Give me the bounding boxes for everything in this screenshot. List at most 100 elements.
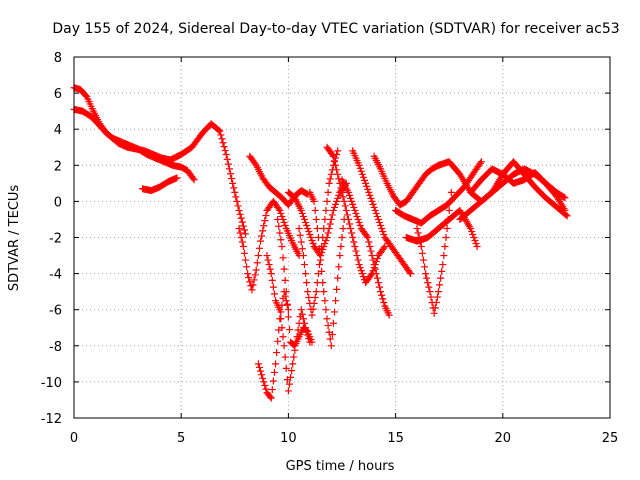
data-point bbox=[380, 230, 388, 238]
data-point bbox=[248, 286, 256, 294]
data-point bbox=[221, 147, 229, 155]
data-point bbox=[281, 292, 289, 300]
data-point bbox=[269, 283, 277, 291]
data-point bbox=[222, 150, 230, 158]
data-point bbox=[321, 297, 329, 305]
data-point bbox=[332, 200, 340, 208]
data-point bbox=[220, 143, 228, 151]
data-point bbox=[476, 159, 484, 167]
data-point bbox=[230, 184, 238, 192]
data-point bbox=[224, 160, 232, 168]
series-arc-4 bbox=[235, 197, 303, 294]
data-point bbox=[321, 215, 329, 223]
data-point bbox=[357, 167, 365, 175]
data-point bbox=[328, 211, 336, 219]
data-point bbox=[355, 261, 363, 269]
data-point bbox=[290, 353, 298, 361]
data-point bbox=[422, 270, 430, 278]
data-point bbox=[281, 353, 289, 361]
data-point bbox=[269, 377, 277, 385]
data-point bbox=[339, 193, 347, 201]
data-point bbox=[327, 215, 335, 223]
data-point bbox=[348, 197, 356, 205]
data-point bbox=[358, 170, 366, 178]
data-point bbox=[280, 218, 288, 226]
series-arc-8 bbox=[274, 215, 316, 350]
data-point bbox=[406, 268, 414, 276]
data-point bbox=[315, 245, 323, 253]
data-point bbox=[275, 222, 283, 230]
data-point bbox=[419, 256, 427, 264]
data-point bbox=[233, 197, 241, 205]
data-point bbox=[385, 311, 393, 319]
data-point bbox=[470, 234, 478, 241]
data-point bbox=[371, 206, 379, 214]
data-point bbox=[190, 176, 198, 184]
y-tick-label: 6 bbox=[54, 87, 62, 102]
data-point bbox=[436, 281, 444, 289]
data-point bbox=[330, 308, 338, 316]
data-point bbox=[445, 206, 453, 214]
data-point bbox=[324, 188, 332, 196]
y-tick-label: 8 bbox=[54, 51, 62, 66]
data-point bbox=[335, 191, 343, 199]
data-point bbox=[357, 267, 365, 275]
data-point bbox=[285, 326, 293, 334]
data-point bbox=[424, 279, 432, 287]
data-point bbox=[265, 261, 273, 269]
data-point bbox=[228, 175, 236, 183]
data-point bbox=[225, 165, 233, 173]
data-point bbox=[309, 305, 317, 313]
data-point bbox=[378, 291, 386, 299]
data-point bbox=[355, 218, 363, 226]
data-point bbox=[260, 378, 268, 386]
data-point bbox=[330, 157, 338, 165]
data-point bbox=[261, 382, 269, 390]
data-point bbox=[264, 256, 272, 264]
data-point bbox=[377, 221, 385, 229]
data-point bbox=[274, 337, 282, 345]
data-point bbox=[376, 218, 384, 226]
data-point bbox=[298, 209, 306, 217]
data-point bbox=[189, 174, 197, 182]
data-point bbox=[333, 285, 341, 293]
data-point bbox=[215, 126, 223, 134]
data-point bbox=[359, 173, 367, 181]
data-point bbox=[334, 170, 342, 178]
data-point bbox=[380, 244, 388, 252]
data-point bbox=[370, 261, 378, 269]
data-point bbox=[343, 211, 351, 219]
data-point bbox=[347, 194, 355, 202]
y-tick-label: -12 bbox=[41, 412, 62, 427]
data-point bbox=[252, 266, 260, 274]
data-point bbox=[217, 131, 225, 139]
data-point bbox=[310, 299, 318, 307]
data-point bbox=[259, 227, 267, 235]
data-point bbox=[362, 179, 370, 187]
data-point bbox=[244, 270, 252, 278]
data-point bbox=[308, 237, 316, 245]
data-point bbox=[253, 259, 261, 267]
data-point bbox=[270, 368, 278, 376]
data-point bbox=[312, 215, 320, 223]
data-point bbox=[297, 206, 305, 214]
data-point bbox=[443, 224, 451, 232]
data-point bbox=[361, 176, 369, 184]
data-point bbox=[279, 254, 287, 262]
data-point bbox=[318, 267, 326, 275]
data-point bbox=[377, 288, 385, 296]
data-point bbox=[229, 179, 237, 187]
data-point bbox=[334, 147, 342, 155]
data-point bbox=[356, 264, 364, 272]
data-point bbox=[305, 227, 313, 235]
data-point bbox=[270, 290, 278, 298]
data-point bbox=[334, 274, 342, 282]
y-axis-label: SDTVAR / TECUs bbox=[7, 185, 22, 292]
data-point bbox=[305, 294, 313, 302]
data-point bbox=[311, 294, 319, 302]
data-point bbox=[284, 387, 292, 395]
data-point bbox=[235, 224, 243, 232]
data-point bbox=[232, 193, 240, 201]
data-point bbox=[421, 263, 429, 271]
data-point bbox=[364, 234, 372, 241]
